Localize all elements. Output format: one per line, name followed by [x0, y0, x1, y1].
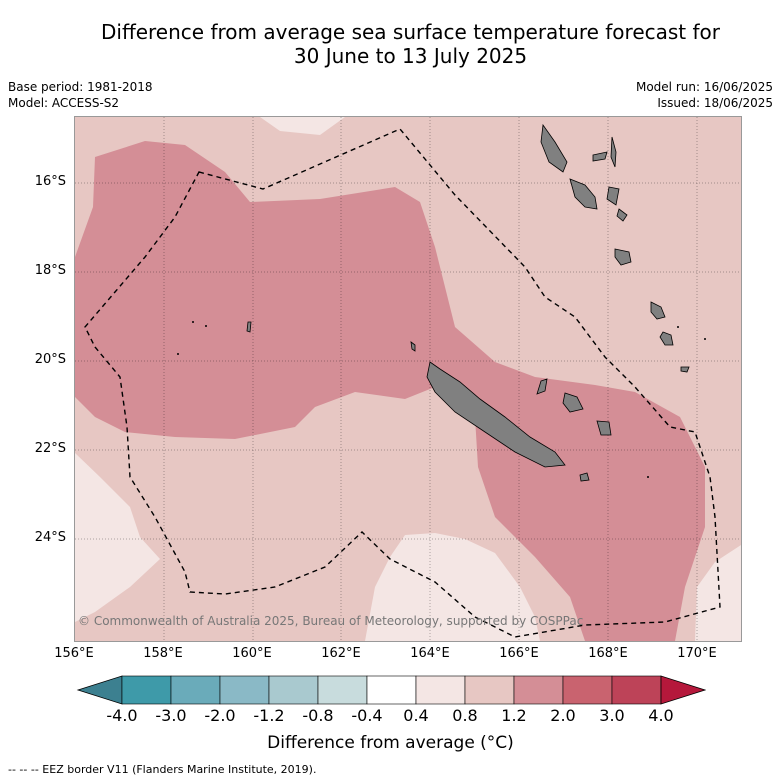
new-caledonia-grande-terre	[426, 361, 566, 468]
colorbar-bin	[121, 675, 172, 705]
lat-label-24s: 24°S	[34, 530, 66, 545]
colorbar-tick-label: -3.0	[155, 706, 187, 725]
eez-border	[84, 128, 721, 638]
colorbar-bin	[317, 675, 368, 705]
colorbar-bin	[366, 675, 417, 705]
colorbar-tick-label: -2.0	[204, 706, 236, 725]
anomaly-region-1.2-2.0	[75, 141, 705, 641]
loyalty-islands-lifou	[562, 392, 584, 413]
eez-legend-footer: -- -- -- EEZ border V11 (Flanders Marine…	[8, 763, 317, 776]
base-period-text: Base period: 1981-2018	[8, 80, 153, 94]
colorbar-under-arrow	[76, 675, 123, 705]
sst-anomaly-map	[74, 116, 742, 642]
lon-label-158e: 158°E	[143, 646, 183, 661]
vanuatu-santo	[540, 123, 568, 173]
colorbar-tick-label: -0.4	[351, 706, 383, 725]
tanna-island	[650, 301, 666, 320]
colorbar-bin	[513, 675, 564, 705]
lon-label-156e: 156°E	[54, 646, 94, 661]
colorbar-tick-label: -1.2	[253, 706, 285, 725]
lon-label-162e: 162°E	[321, 646, 361, 661]
graticule	[75, 117, 741, 641]
lat-label-20s: 20°S	[34, 352, 66, 367]
anomaly-region-0.4-0.8-south	[365, 533, 540, 641]
colorbar-bin	[170, 675, 221, 705]
colorbar-tick-label: 4.0	[648, 706, 674, 725]
colorbar-title: Difference from average (°C)	[267, 733, 514, 753]
lat-label-18s: 18°S	[34, 263, 66, 278]
landmasses	[246, 123, 690, 482]
colorbar-tick-label: 1.2	[501, 706, 527, 725]
colorbar	[76, 675, 706, 705]
copyright-notice: © Commonwealth of Australia 2025, Bureau…	[78, 614, 584, 628]
colorbar-bin	[268, 675, 319, 705]
issued-text: Issued: 18/06/2025	[657, 96, 773, 110]
anomaly-region-0.4-0.8-east	[695, 545, 741, 641]
anomaly-region-0.4-0.8-top	[260, 117, 345, 135]
colorbar-bin	[611, 675, 662, 705]
lon-label-164e: 164°E	[410, 646, 450, 661]
chart-title-line-2: 30 June to 13 July 2025	[293, 44, 528, 68]
lon-label-170e: 170°E	[677, 646, 717, 661]
colorbar-over-arrow	[660, 675, 706, 705]
colorbar-tick-label: 3.0	[599, 706, 625, 725]
small-islets	[177, 321, 706, 478]
colorbar-tick-label: 2.0	[550, 706, 576, 725]
lon-label-160e: 160°E	[232, 646, 272, 661]
lat-label-22s: 22°S	[34, 441, 66, 456]
model-text: Model: ACCESS-S2	[8, 96, 120, 110]
lon-label-166e: 166°E	[499, 646, 539, 661]
colorbar-bin	[464, 675, 515, 705]
anomaly-region-0.4-0.8-west	[75, 453, 160, 622]
model-run-text: Model run: 16/06/2025	[635, 80, 773, 94]
colorbar-tick-label: 0.8	[452, 706, 478, 725]
colorbar-bin	[219, 675, 270, 705]
lat-label-16s: 16°S	[34, 174, 66, 189]
colorbar-bin	[562, 675, 613, 705]
colorbar-tick-label: -4.0	[106, 706, 138, 725]
lon-label-168e: 168°E	[588, 646, 628, 661]
chart-title-line-1: Difference from average sea surface temp…	[100, 20, 720, 44]
colorbar-tick-label: 0.4	[403, 706, 429, 725]
colorbar-tick-label: -0.8	[302, 706, 334, 725]
colorbar-bin	[415, 675, 466, 705]
